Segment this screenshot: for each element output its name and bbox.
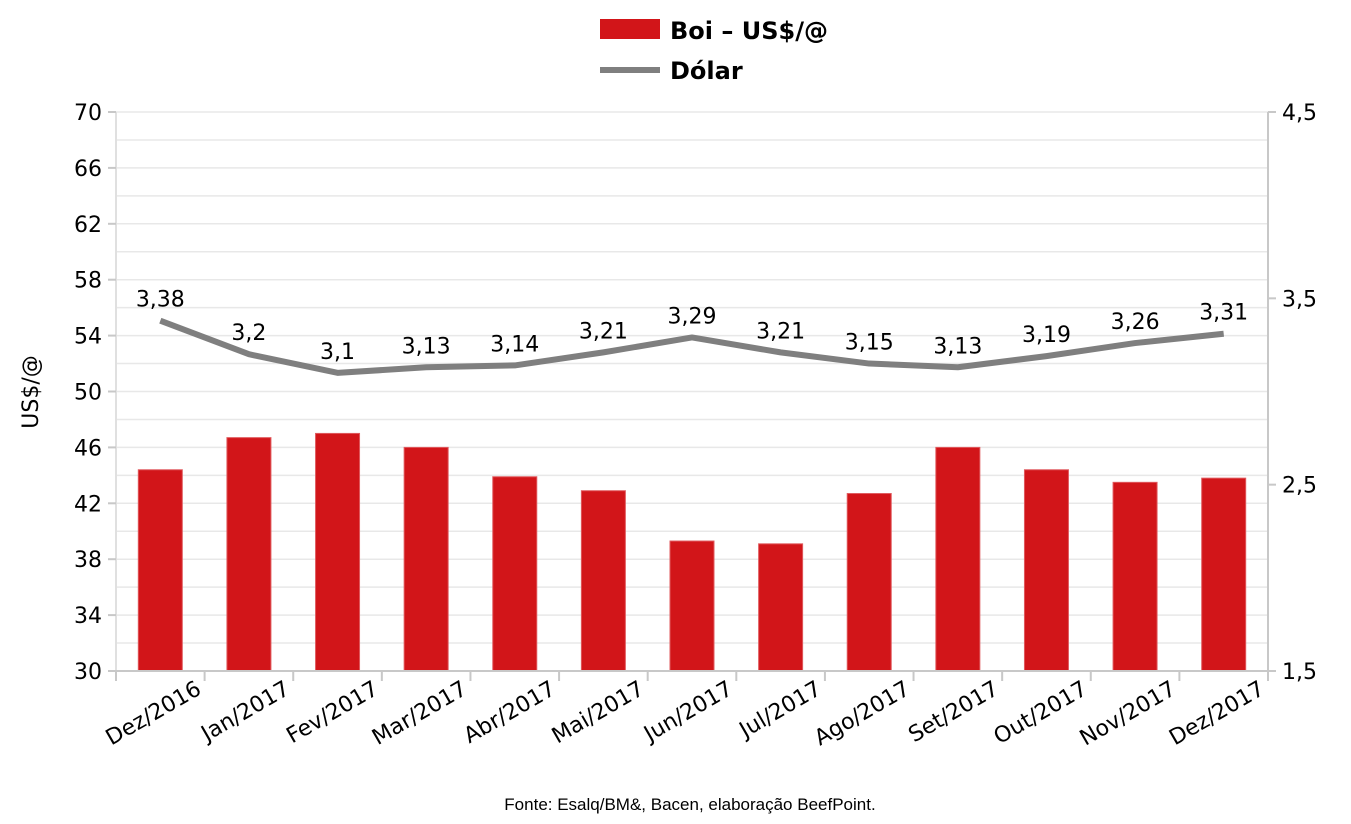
bar [403,446,449,672]
bar [935,446,981,672]
y2-tick-label: 4,5 [1282,101,1317,126]
bar [315,432,361,672]
bar [492,476,538,672]
data-label: 3,38 [136,288,185,313]
x-tick-label: Fev/2017 [283,677,383,749]
data-label: 3,1 [320,340,355,365]
x-tick-label: Dez/2017 [1165,677,1269,751]
bar [580,490,626,672]
legend: Boi – US$/@ Dólar [600,17,828,85]
bar [758,543,804,672]
bar [1112,481,1158,672]
y2-tick-label: 3,5 [1282,287,1317,312]
data-label: 3,13 [402,334,451,359]
y-tick-label: 42 [74,492,102,517]
source-note: Fonte: Esalq/BM&, Bacen, elaboração Beef… [504,795,875,814]
y-tick-label: 54 [74,325,102,350]
x-tick-label: Ago/2017 [810,677,914,752]
y-tick-label: 30 [74,660,102,685]
data-label: 3,31 [1199,301,1248,326]
x-tick-label: Mai/2017 [548,677,649,750]
data-label: 3,21 [579,319,628,344]
data-label: 3,13 [933,334,982,359]
data-label: 3,19 [1022,323,1071,348]
bar [137,469,183,672]
data-label: 3,26 [1111,310,1160,335]
x-tick-label: Jun/2017 [638,677,737,749]
y-tick-label: 38 [74,548,102,573]
bar [846,493,892,672]
bar [1201,477,1247,672]
bar [226,437,272,672]
y-tick-label: 46 [74,436,102,461]
x-tick-label: Set/2017 [904,677,1003,748]
data-label: 3,29 [668,304,717,329]
x-tick-label: Mar/2017 [368,677,471,751]
data-label: 3,14 [490,332,539,357]
y2-tick-label: 2,5 [1282,474,1317,499]
x-tick-label: Abr/2017 [460,677,560,749]
x-tick-label: Jan/2017 [196,677,295,748]
y-tick-label: 62 [74,213,102,238]
bar [669,540,715,672]
y-tick-label: 58 [74,269,102,294]
y2-tick-label: 1,5 [1282,660,1317,685]
x-tick-label: Dez/2016 [102,677,206,751]
legend-label-dolar: Dólar [670,57,743,85]
legend-swatch-boi [600,19,660,39]
legend-label-boi: Boi – US$/@ [670,17,828,45]
data-label: 3,15 [845,331,894,356]
x-tick-label: Out/2017 [990,677,1092,750]
x-tick-label: Nov/2017 [1076,677,1181,752]
data-label: 3,2 [231,321,266,346]
y-tick-label: 70 [74,101,102,126]
y-tick-label: 50 [74,381,102,406]
bar [1023,469,1069,672]
y-tick-label: 34 [74,604,102,629]
y-tick-label: 66 [74,157,102,182]
data-label: 3,21 [756,319,805,344]
y-axis-title: US$/@ [19,355,44,428]
